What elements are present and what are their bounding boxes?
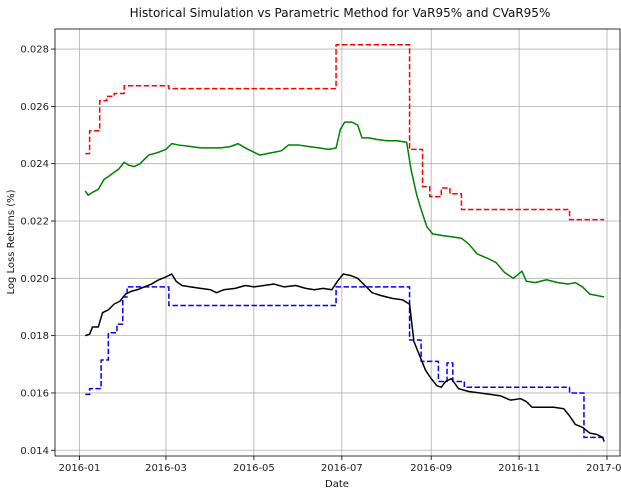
series-line-1 xyxy=(85,44,605,221)
x-tick-label: 2016-05 xyxy=(233,463,275,474)
x-tick-label: 2016-11 xyxy=(498,463,540,474)
plot-frame xyxy=(54,28,621,457)
x-tick-label: 2016-07 xyxy=(321,463,363,474)
ticks xyxy=(51,48,608,460)
chart-title: Historical Simulation vs Parametric Meth… xyxy=(130,6,551,20)
x-axis-label: Date xyxy=(325,479,349,490)
y-tick-label: 0.022 xyxy=(20,217,49,228)
x-tick-labels: 2016-01 2016-03 2016-05 2016-07 2016-09 … xyxy=(59,463,621,474)
x-tick-label: 2016-01 xyxy=(59,463,101,474)
plot-area xyxy=(55,29,620,456)
x-tick-label: 2016-09 xyxy=(410,463,452,474)
y-tick-label: 0.020 xyxy=(20,274,49,285)
y-tick-label: 0.016 xyxy=(20,388,49,399)
y-axis-label: Log Loss Returns (%) xyxy=(6,189,17,294)
x-tick-label: 2017-01 xyxy=(586,463,621,474)
series-line-3 xyxy=(85,286,605,439)
y-tick-label: 0.028 xyxy=(20,45,49,56)
series-line-2 xyxy=(84,121,605,298)
y-tick-label: 0.024 xyxy=(20,159,49,170)
y-tick-label: 0.014 xyxy=(20,446,49,457)
series-line-4 xyxy=(85,273,605,442)
y-tick-label: 0.026 xyxy=(20,102,49,113)
y-tick-label: 0.018 xyxy=(20,331,49,342)
y-tick-labels: 0.014 0.016 0.018 0.020 0.022 0.024 0.02… xyxy=(20,45,49,457)
x-tick-label: 2016-03 xyxy=(145,463,187,474)
series-layer xyxy=(84,44,605,442)
